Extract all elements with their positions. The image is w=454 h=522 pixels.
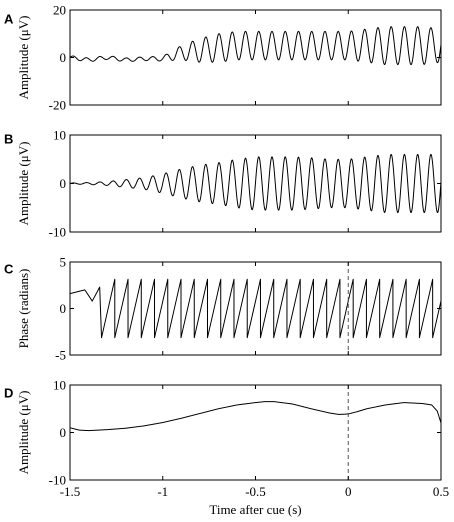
y-tick-label-d-1: 0 xyxy=(60,425,67,440)
trace-d xyxy=(69,401,442,432)
y-tick-label-a-0: -20 xyxy=(49,98,66,113)
panel-letter-c: C xyxy=(4,262,14,277)
y-tick-label-b-2: 10 xyxy=(53,128,66,143)
y-tick-label-b-1: 0 xyxy=(60,176,67,191)
y-axis-label-b: Amplitude (μV) xyxy=(16,142,31,226)
y-tick-label-a-2: 20 xyxy=(53,3,66,18)
y-axis-label-d: Amplitude (μV) xyxy=(16,391,31,475)
panel-letter-d: D xyxy=(4,386,13,401)
y-tick-label-c-0: -5 xyxy=(55,348,66,363)
y-axis-label-c: Phase (radians) xyxy=(16,269,31,349)
y-tick-label-d-2: 10 xyxy=(53,378,66,393)
y-tick-label-a-1: 0 xyxy=(60,50,67,65)
y-tick-label-c-1: 0 xyxy=(60,301,67,316)
x-tick-label-4: 0.5 xyxy=(433,484,449,499)
x-tick-label-0: -1.5 xyxy=(60,484,81,499)
trace-b xyxy=(69,153,442,214)
y-tick-label-d-0: -10 xyxy=(49,473,66,488)
plot-frame-a xyxy=(69,9,442,106)
y-tick-label-b-0: -10 xyxy=(49,225,66,240)
plot-frame-c xyxy=(69,261,442,356)
trace-a xyxy=(69,26,442,66)
plot-frame-d xyxy=(69,384,442,481)
x-axis-label: Time after cue (s) xyxy=(209,502,301,517)
x-tick-label-1: -1 xyxy=(157,484,168,499)
trace-c xyxy=(69,278,442,339)
y-tick-label-c-2: 5 xyxy=(60,255,67,270)
panel-letter-a: A xyxy=(4,12,14,27)
x-tick-label-3: 0 xyxy=(345,484,352,499)
y-axis-label-a: Amplitude (μV) xyxy=(16,16,31,100)
panel-letter-b: B xyxy=(4,132,13,147)
x-tick-label-2: -0.5 xyxy=(245,484,266,499)
